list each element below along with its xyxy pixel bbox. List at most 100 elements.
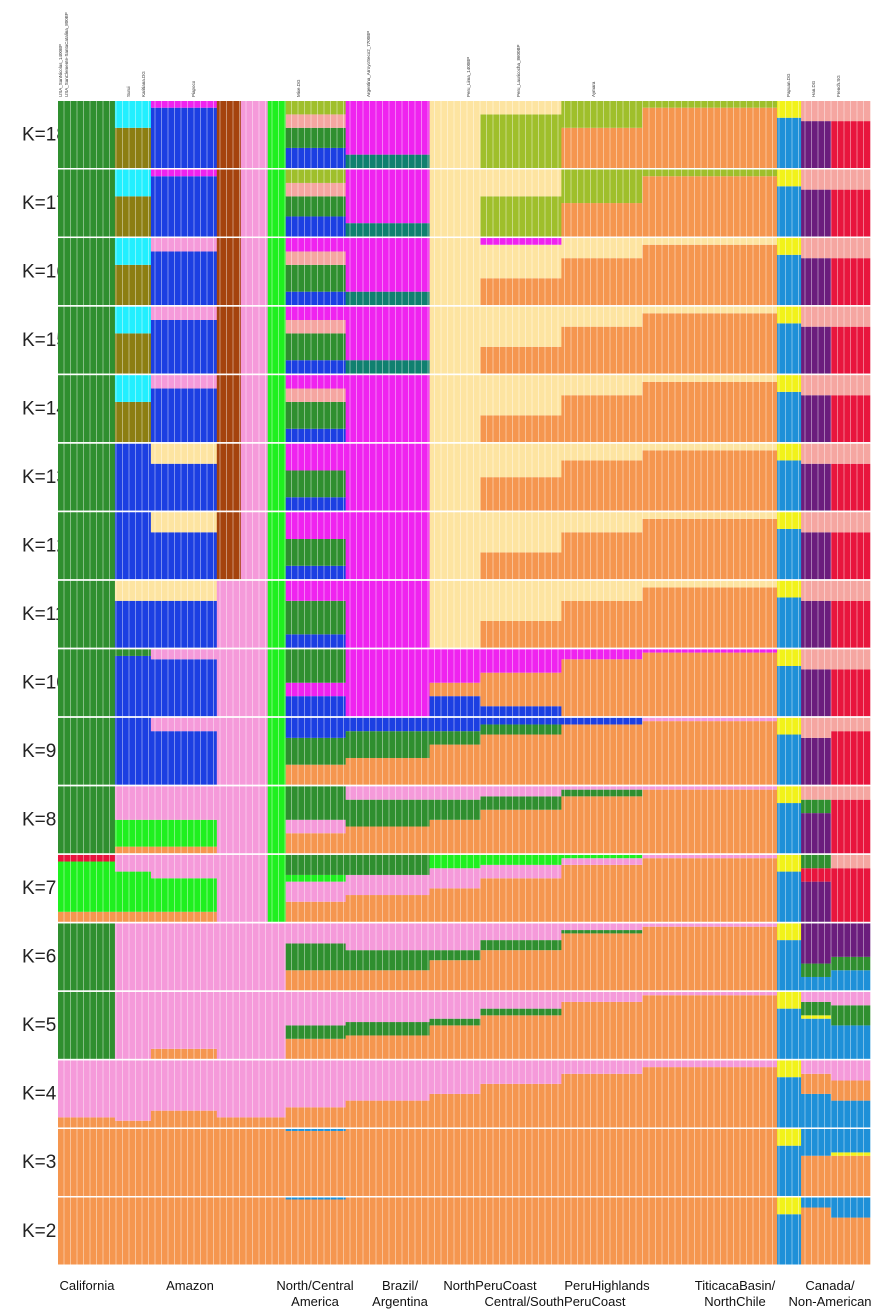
ancestry-segment [240,991,269,1059]
ancestry-segment [480,809,562,854]
population-label: Han.DG [811,80,816,97]
ancestry-segment [267,717,287,785]
ancestry-segment [240,786,269,854]
ancestry-segment [114,1128,152,1196]
population-label: Papuan.DG [786,73,791,97]
ancestry-segment [150,600,218,648]
ancestry-segment [561,375,643,396]
ancestry-segment [285,470,346,498]
ancestry-segment [642,381,778,443]
ancestry-segment [801,854,832,869]
ancestry-segment [345,1100,430,1128]
ancestry-segment [642,169,778,177]
ancestry-segment [801,1093,832,1128]
ancestry-segment [561,600,643,648]
ancestry-segment [150,176,218,237]
ancestry-segment [345,101,430,155]
ancestry-segment [561,1128,643,1196]
ancestry-segment [429,1025,481,1059]
population-label: French.SG [836,75,841,97]
ancestry-segment [777,649,802,666]
ancestry-segment [114,1197,152,1265]
ancestry-segment [777,665,802,717]
ancestry-segment [345,1022,430,1036]
ancestry-segment [429,854,481,869]
ancestry-segment [58,101,116,169]
ancestry-segment [285,182,346,197]
ancestry-segment [480,443,562,478]
ancestry-segment [285,127,346,148]
ancestry-segment [561,238,643,259]
region-label: NorthChile [704,1294,765,1309]
ancestry-segment [114,600,152,648]
ancestry-segment [801,976,832,991]
region-label: Argentina [372,1294,428,1309]
ancestry-segment [240,1060,269,1118]
ancestry-segment [561,858,643,865]
ancestry-segment [561,169,643,204]
ancestry-segment [777,186,802,237]
ancestry-segment [58,375,116,443]
ancestry-segment [480,854,562,865]
ancestry-segment [285,169,346,183]
ancestry-segment [267,1117,287,1128]
ancestry-segment [114,401,152,443]
ancestry-segment [777,1197,802,1215]
ancestry-segment [561,395,643,443]
ancestry-segment [429,1018,481,1026]
ancestry-segment [345,757,430,785]
ancestry-segment [480,580,562,621]
ancestry-segment [216,443,242,511]
k-label: K=8 [22,810,56,831]
ancestry-segment [801,463,832,511]
ancestry-segment [777,597,802,648]
ancestry-segment [345,580,430,648]
ancestry-segment [429,1093,481,1128]
ancestry-segment [777,940,802,991]
ancestry-segment [429,888,481,922]
ancestry-segment [429,991,481,1019]
ancestry-segment [114,991,152,1059]
ancestry-segment [216,1060,242,1118]
ancestry-segment [267,1060,287,1118]
ancestry-segment [285,375,346,389]
ancestry-segment [58,911,116,922]
ancestry-segment [480,950,562,991]
region-label: North/Central [276,1278,353,1293]
ancestry-segment [58,991,116,1059]
ancestry-segment [345,443,430,511]
ancestry-segment [480,1128,562,1196]
ancestry-segment [267,580,287,648]
ancestry-segment [58,861,116,912]
ancestry-segment [801,991,832,1002]
ancestry-segment [150,991,218,1049]
ancestry-segment [114,846,152,854]
ancestry-segment [285,333,346,361]
k-label: K=3 [22,1152,56,1173]
ancestry-segment [801,532,832,580]
ancestry-segment [240,649,269,717]
ancestry-segment [642,176,778,237]
ancestry-segment [150,1197,218,1265]
region-label: Canada/ [805,1278,855,1293]
population-label: USA_SanClemente-SantaCatalina_800BP [64,12,69,97]
ancestry-segment [114,717,152,785]
ancestry-segment [777,1008,802,1059]
ancestry-segment [429,960,481,991]
ancestry-segment [114,786,152,820]
ancestry-segment [480,101,562,115]
ancestry-segment [150,1128,218,1196]
ancestry-segment [114,854,152,872]
ancestry-segment [345,991,430,1023]
ancestry-segment [345,970,430,991]
ancestry-segment [777,169,802,187]
ancestry-segment [267,1128,287,1196]
ancestry-segment [642,587,778,648]
region-label: Brazil/ [382,1278,419,1293]
ancestry-segment [642,450,778,511]
ancestry-segment [480,477,562,511]
ancestry-segment [642,1067,778,1128]
ancestry-segment [777,734,802,785]
ancestry-segment [285,1199,346,1265]
ancestry-segment [561,1073,643,1128]
